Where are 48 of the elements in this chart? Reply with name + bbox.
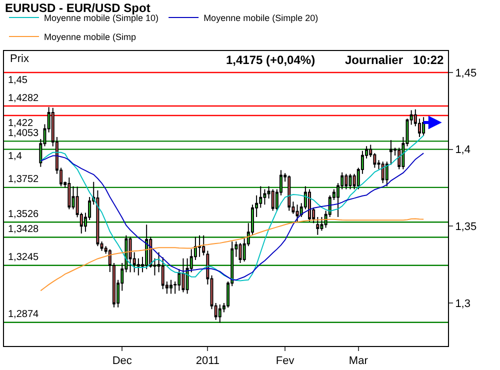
candlestick [381,161,384,184]
candlestick [308,188,311,222]
y-tick-label: 1,3 [455,298,470,310]
annotation: Journalier 10:22 [345,53,444,67]
candlestick [145,224,148,270]
candlestick [161,256,164,290]
x-tick-label: Mar [348,355,368,368]
candlestick [296,204,299,222]
ref-line-label: 1,45 [8,75,28,86]
ref-line-label: 1,4282 [8,93,40,104]
candlestick [344,173,348,190]
candlestick [271,188,274,212]
candlestick [389,140,392,166]
x-tick-label: Dec [112,355,132,368]
candlestick [202,234,206,256]
ref-line-label: 1,3526 [8,209,40,220]
ref-line-label: 1,422 [8,118,34,129]
candlestick [422,116,426,136]
legend-label: Moyenne mobile (Simple 20) [204,13,318,24]
y-axis-title: Prix [10,53,30,65]
y-tick-label: 1,35 [455,221,477,234]
candlestick [316,216,320,236]
y-tick-label: 1,4 [455,144,470,156]
chart-title: EURUSD - EUR/USD Spot [5,1,150,16]
candlestick [198,234,202,258]
ref-line-label: 1,4053 [8,128,40,139]
ref-line-label: 1,3245 [8,252,40,263]
candlestick [263,188,266,206]
candlestick [288,174,291,212]
y-tick-label: 1,45 [455,67,477,80]
legend-label: Moyenne mobile (Simple 10) [44,13,159,24]
candlestick [218,304,222,324]
legend-label: Moyenne mobile (Simp [44,32,136,42]
candlestick [170,279,173,294]
candlestick [68,176,71,210]
candlestick [182,258,185,293]
ref-line-label: 1,2874 [8,309,40,320]
ref-line-label: 1,3428 [8,224,40,235]
ref-line-label: 1,4 [8,151,22,162]
annotation: 1,4175 (+0,04%) [226,53,316,67]
candlestick [128,236,132,273]
x-tick-label: 2011 [196,355,220,368]
x-tick-label: Fev [276,355,295,368]
ref-line-label: 1,3752 [8,174,40,185]
candlestick [348,173,352,190]
candlestick [385,161,388,187]
candlestick [238,242,242,264]
line-series [40,218,424,292]
